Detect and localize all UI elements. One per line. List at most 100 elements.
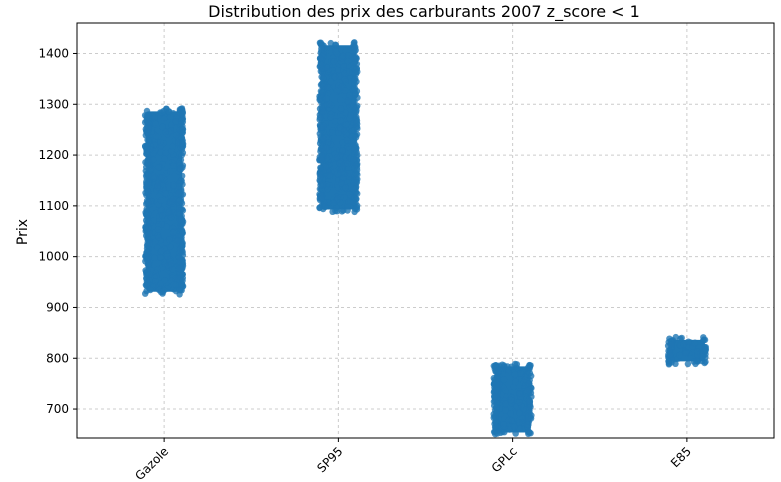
data-point <box>316 114 324 121</box>
data-point <box>353 166 361 174</box>
data-point <box>142 224 149 231</box>
data-point <box>678 334 685 342</box>
data-point <box>508 396 515 404</box>
data-point <box>155 234 162 241</box>
data-point <box>666 351 674 359</box>
data-point <box>152 278 159 285</box>
data-point <box>326 171 333 179</box>
data-point <box>168 148 175 155</box>
data-point <box>151 254 158 261</box>
data-point <box>176 249 183 257</box>
data-point <box>150 172 158 180</box>
data-point <box>176 258 184 266</box>
data-point <box>351 55 358 62</box>
data-point <box>344 97 351 105</box>
data-point <box>168 121 175 129</box>
data-point <box>354 171 361 178</box>
data-point <box>323 64 330 71</box>
data-point <box>321 203 329 211</box>
data-point <box>338 54 345 62</box>
data-point <box>665 358 672 365</box>
data-point <box>167 214 175 221</box>
y-axis-label: Prix <box>15 219 31 245</box>
data-point <box>338 169 345 176</box>
data-point <box>508 417 515 424</box>
data-point <box>676 351 683 359</box>
data-point <box>500 421 507 428</box>
data-point <box>526 398 533 405</box>
data-point <box>175 160 183 167</box>
y-tick-label: 1100 <box>38 199 69 213</box>
data-point <box>494 430 501 437</box>
data-point <box>179 271 186 278</box>
data-point <box>318 123 325 131</box>
data-point <box>316 54 324 62</box>
data-point <box>333 87 341 95</box>
data-point <box>147 286 154 294</box>
data-point <box>680 340 687 348</box>
x-tick-label: Gazole <box>132 444 171 482</box>
data-point <box>491 402 498 409</box>
data-point <box>176 265 183 272</box>
data-point <box>170 195 177 203</box>
data-point <box>332 73 339 81</box>
data-point <box>170 162 177 169</box>
data-point <box>157 148 164 156</box>
data-point <box>346 170 353 177</box>
data-point <box>179 277 186 284</box>
data-point <box>143 148 150 156</box>
data-point <box>169 229 177 236</box>
data-point <box>341 76 349 83</box>
data-point <box>316 174 324 181</box>
data-point <box>330 58 338 65</box>
data-point <box>338 208 346 215</box>
data-point <box>326 100 334 108</box>
data-point <box>161 190 169 197</box>
y-tick-label: 700 <box>46 402 69 416</box>
data-point <box>176 197 183 204</box>
data-point <box>146 239 153 247</box>
data-point <box>164 253 171 260</box>
y-tick-label: 1000 <box>38 250 69 264</box>
data-point <box>319 108 327 116</box>
data-point <box>492 409 500 416</box>
data-point <box>337 117 344 124</box>
data-point <box>523 421 530 428</box>
data-point <box>316 153 323 161</box>
data-point <box>332 41 339 48</box>
data-point <box>345 57 352 65</box>
data-point <box>155 164 162 171</box>
data-point <box>322 120 329 127</box>
data-point <box>328 129 336 136</box>
data-point <box>318 103 325 111</box>
x-tick-label: E85 <box>668 444 694 470</box>
plot-frame <box>76 22 775 439</box>
strip-sp95 <box>316 39 361 216</box>
data-point <box>333 204 340 211</box>
data-point <box>340 63 347 70</box>
strip-gazole <box>141 105 187 298</box>
data-point <box>173 237 181 244</box>
data-point <box>351 127 358 134</box>
strip-gplc <box>490 360 535 438</box>
y-tick-label: 1200 <box>38 148 69 162</box>
data-point <box>162 149 169 157</box>
data-point <box>327 114 334 121</box>
data-point <box>524 387 531 394</box>
data-point <box>145 172 152 179</box>
data-point <box>516 390 523 397</box>
data-point <box>350 156 357 163</box>
data-point <box>317 39 324 46</box>
data-point <box>162 128 169 135</box>
data-point <box>354 94 361 101</box>
data-point <box>159 123 166 131</box>
data-point <box>702 346 709 353</box>
data-point <box>142 281 150 289</box>
data-point <box>144 136 151 144</box>
data-point <box>505 369 512 376</box>
strip-e85 <box>664 333 709 368</box>
data-point <box>350 185 357 193</box>
data-point <box>350 39 358 47</box>
data-point <box>325 139 332 146</box>
data-point <box>351 48 358 55</box>
